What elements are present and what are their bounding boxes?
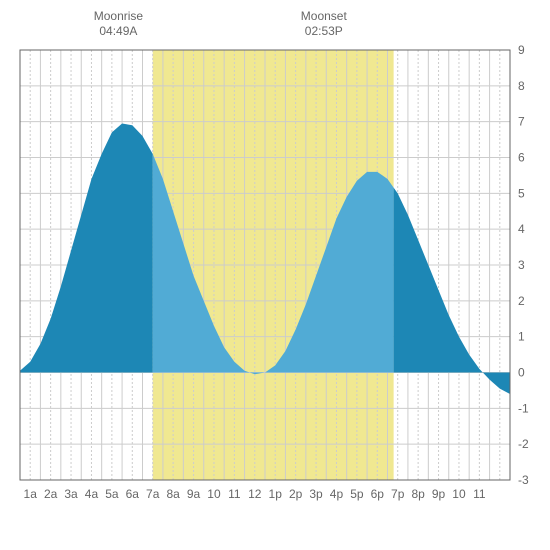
annotation-time: 02:53P [305, 24, 343, 38]
x-tick-label: 4p [330, 487, 344, 501]
y-tick-label: 8 [518, 79, 525, 93]
chart-svg: -3-2-101234567891a2a3a4a5a6a7a8a9a101112… [0, 0, 550, 550]
tide-chart: -3-2-101234567891a2a3a4a5a6a7a8a9a101112… [0, 0, 550, 550]
y-tick-label: 9 [518, 43, 525, 57]
y-tick-label: -1 [518, 401, 529, 415]
y-tick-label: -2 [518, 437, 529, 451]
x-tick-label: 9a [187, 487, 201, 501]
x-tick-label: 7p [391, 487, 405, 501]
x-tick-label: 12 [248, 487, 262, 501]
x-tick-label: 2p [289, 487, 303, 501]
y-tick-label: 4 [518, 222, 525, 236]
x-tick-label: 6p [371, 487, 385, 501]
y-tick-label: 2 [518, 294, 525, 308]
x-tick-label: 10 [207, 487, 221, 501]
x-tick-label: 6a [126, 487, 140, 501]
x-tick-label: 9p [432, 487, 446, 501]
y-tick-label: 1 [518, 330, 525, 344]
annotation-time: 04:49A [99, 24, 137, 38]
x-tick-label: 11 [228, 487, 241, 501]
x-tick-label: 3p [309, 487, 323, 501]
annotation-title: Moonset [301, 9, 348, 23]
x-tick-label: 2a [44, 487, 58, 501]
tide-area-night [20, 123, 153, 372]
x-tick-label: 10 [452, 487, 466, 501]
y-tick-label: 5 [518, 186, 525, 200]
x-tick-label: 1a [24, 487, 38, 501]
x-tick-label: 8a [166, 487, 180, 501]
x-tick-label: 1p [269, 487, 283, 501]
tide-area-night [394, 188, 510, 394]
x-tick-label: 5a [105, 487, 119, 501]
x-tick-label: 3a [64, 487, 78, 501]
y-tick-label: 6 [518, 151, 525, 165]
x-tick-label: 5p [350, 487, 364, 501]
y-tick-label: 7 [518, 115, 525, 129]
x-tick-label: 7a [146, 487, 160, 501]
x-tick-label: 8p [411, 487, 425, 501]
annotation-title: Moonrise [94, 9, 144, 23]
y-tick-label: 0 [518, 366, 525, 380]
x-tick-label: 11 [473, 487, 486, 501]
x-tick-label: 4a [85, 487, 99, 501]
y-tick-label: -3 [518, 473, 529, 487]
y-tick-label: 3 [518, 258, 525, 272]
